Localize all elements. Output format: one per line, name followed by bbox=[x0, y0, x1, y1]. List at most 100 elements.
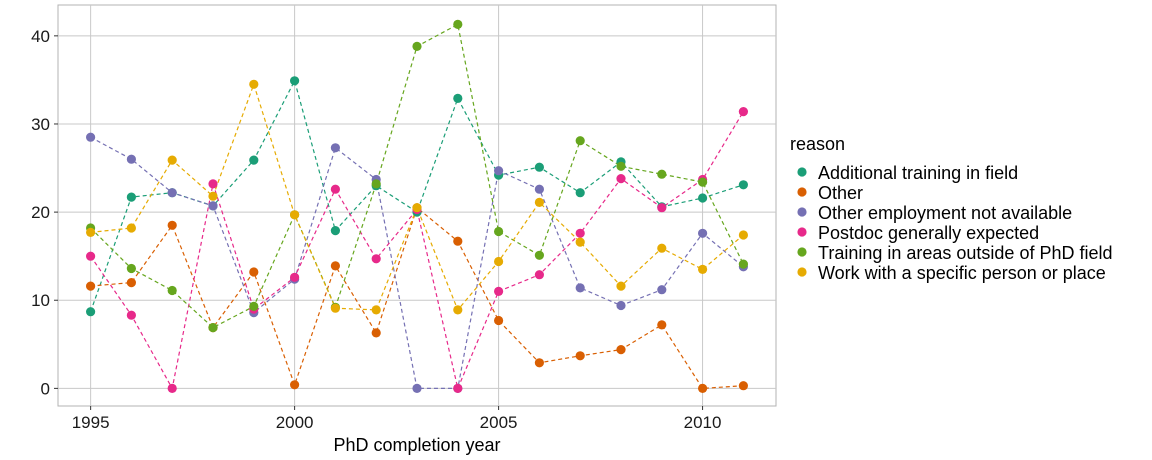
data-point bbox=[126, 310, 136, 320]
data-point bbox=[534, 184, 545, 194]
data-point bbox=[208, 201, 218, 211]
data-point bbox=[453, 305, 463, 315]
data-point bbox=[494, 166, 504, 176]
data-point bbox=[575, 351, 585, 361]
data-point bbox=[249, 155, 259, 165]
legend-key bbox=[797, 187, 807, 197]
data-point bbox=[616, 281, 626, 291]
x-axis-title: PhD completion year bbox=[333, 435, 500, 455]
data-point bbox=[616, 345, 626, 355]
data-point bbox=[330, 184, 340, 194]
legend-key bbox=[797, 247, 807, 257]
data-point bbox=[453, 93, 463, 103]
data-point bbox=[453, 236, 463, 246]
data-point bbox=[126, 223, 136, 233]
legend: reason Additional training in fieldOther… bbox=[790, 134, 1113, 283]
data-point bbox=[86, 227, 96, 237]
data-point bbox=[657, 285, 667, 295]
data-point bbox=[453, 19, 463, 29]
data-point bbox=[575, 188, 585, 198]
data-point bbox=[86, 132, 96, 142]
data-point bbox=[738, 180, 749, 190]
series-line bbox=[90, 206, 744, 390]
data-point bbox=[698, 228, 708, 238]
data-point bbox=[657, 203, 667, 213]
data-point bbox=[657, 169, 667, 179]
data-point bbox=[86, 281, 96, 291]
data-point bbox=[330, 261, 340, 271]
legend-key bbox=[797, 227, 807, 237]
data-point bbox=[534, 162, 545, 172]
data-point bbox=[698, 264, 708, 274]
data-point bbox=[249, 79, 259, 89]
series-points bbox=[86, 19, 749, 393]
x-axis: 1995 2000 2005 2010 bbox=[72, 406, 721, 432]
data-point bbox=[290, 76, 300, 86]
data-point bbox=[575, 237, 585, 247]
legend-label: Work with a specific person or place bbox=[818, 263, 1106, 283]
series-line bbox=[90, 136, 744, 389]
legend-label: Additional training in field bbox=[818, 163, 1018, 183]
data-point bbox=[371, 305, 381, 315]
x-tick-label: 1995 bbox=[72, 413, 110, 432]
data-point bbox=[126, 154, 136, 164]
data-point bbox=[208, 191, 218, 201]
data-point bbox=[290, 272, 300, 282]
data-point bbox=[657, 320, 667, 330]
data-point bbox=[330, 226, 340, 236]
data-point bbox=[534, 250, 545, 260]
data-point bbox=[371, 328, 381, 338]
data-point bbox=[616, 300, 626, 311]
data-point bbox=[534, 358, 545, 368]
legend-label: Postdoc generally expected bbox=[818, 223, 1039, 243]
data-point bbox=[534, 197, 545, 207]
data-point bbox=[371, 179, 381, 189]
y-tick-label: 0 bbox=[41, 379, 50, 398]
data-point bbox=[698, 383, 708, 393]
series-line bbox=[90, 82, 744, 312]
data-point bbox=[738, 259, 749, 269]
data-point bbox=[126, 192, 136, 202]
data-point bbox=[371, 254, 381, 264]
y-tick-label: 20 bbox=[31, 203, 50, 222]
y-tick-label: 40 bbox=[31, 27, 50, 46]
data-point bbox=[575, 228, 585, 238]
y-axis: 0 10 20 30 40 bbox=[31, 27, 58, 398]
data-point bbox=[494, 256, 504, 267]
data-point bbox=[575, 136, 585, 146]
legend-key bbox=[797, 267, 807, 277]
data-point bbox=[494, 226, 504, 237]
legend-key bbox=[797, 207, 807, 217]
data-point bbox=[126, 278, 136, 288]
data-point bbox=[412, 383, 422, 393]
data-point bbox=[208, 323, 218, 333]
legend-title: reason bbox=[790, 134, 845, 154]
x-tick-label: 2005 bbox=[480, 413, 518, 432]
legend-label: Other bbox=[818, 183, 863, 203]
legend-label: Other employment not available bbox=[818, 203, 1072, 223]
data-point bbox=[167, 155, 177, 165]
legend-label: Training in areas outside of PhD field bbox=[818, 243, 1113, 263]
data-point bbox=[738, 230, 749, 240]
data-point bbox=[167, 285, 177, 296]
data-point bbox=[126, 263, 136, 274]
data-point bbox=[249, 267, 259, 277]
series-line bbox=[90, 111, 744, 391]
data-point bbox=[412, 41, 422, 52]
data-point bbox=[208, 179, 218, 189]
data-point bbox=[698, 177, 708, 187]
data-point bbox=[330, 143, 340, 153]
data-point bbox=[657, 243, 667, 253]
data-point bbox=[290, 210, 300, 220]
data-point bbox=[494, 315, 504, 326]
data-point bbox=[616, 174, 626, 184]
data-point bbox=[616, 161, 626, 171]
data-point bbox=[249, 301, 259, 311]
y-tick-label: 10 bbox=[31, 291, 50, 310]
data-point bbox=[575, 283, 585, 293]
grid-lines bbox=[58, 5, 776, 406]
data-point bbox=[534, 270, 545, 280]
x-tick-label: 2000 bbox=[276, 413, 314, 432]
